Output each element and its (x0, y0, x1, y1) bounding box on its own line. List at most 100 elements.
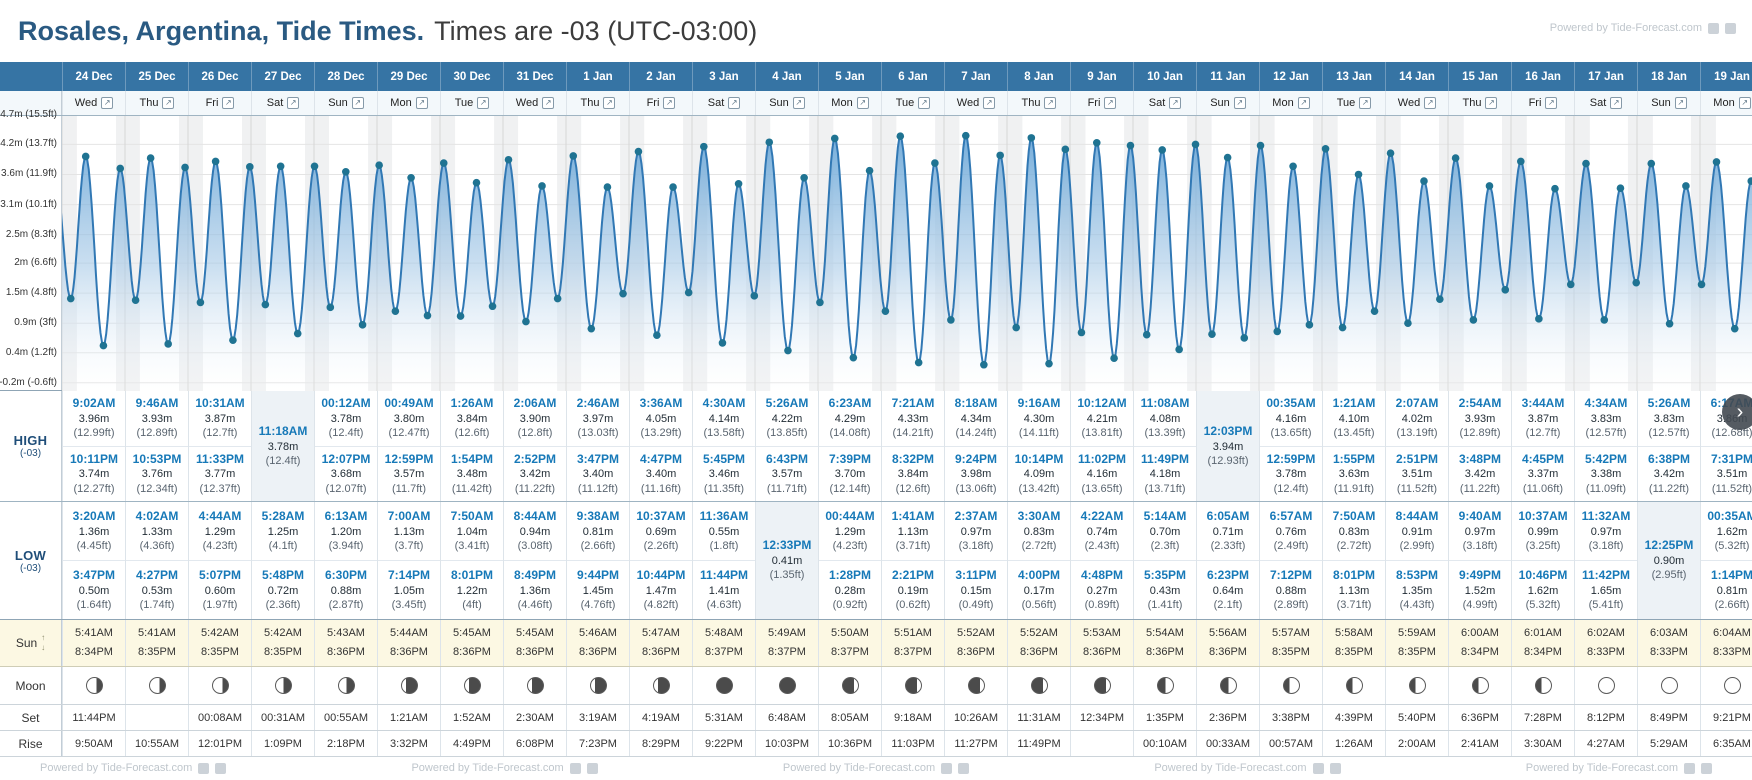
sunset-time: 8:34PM (1461, 646, 1499, 658)
tide-height-ft: (3.18ft) (1588, 539, 1624, 552)
expand-day-icon[interactable]: ↗ (542, 97, 555, 109)
date-label: 15 Jan (1462, 70, 1498, 83)
tide-time: 5:45PM (702, 451, 746, 466)
sun-times-cell: 5:45AM 8:36PM (503, 620, 566, 666)
expand-day-icon[interactable]: ↗ (792, 97, 805, 109)
sunrise-time: 5:52AM (1020, 627, 1058, 640)
tide-height-ft: (13.65ft) (1081, 482, 1123, 495)
expand-day-icon[interactable]: ↗ (663, 97, 676, 109)
moonset-time: 4:39PM (1335, 711, 1373, 724)
date-label: 7 Jan (961, 70, 991, 83)
sunrise-time: 5:53AM (1083, 627, 1121, 640)
weekday-cell: Fri ↗ (1070, 91, 1133, 115)
tide-time: 8:18AM (954, 396, 998, 411)
high-tide-cell: 4:30AM 4.14m (13.58ft) 5:45PM 3.46m (11.35ft) (692, 391, 755, 501)
moonrise-cell: 00:10AM (1133, 731, 1196, 756)
tide-time: 9:24PM (954, 451, 998, 466)
y-axis-tick-label: 1.5m (4.8ft) (5, 287, 57, 299)
expand-day-icon[interactable]: ↗ (415, 97, 428, 109)
expand-day-icon[interactable]: ↗ (287, 97, 300, 109)
expand-day-icon[interactable]: ↗ (1359, 97, 1372, 109)
y-axis: 4.7m (15.5ft) 4.2m (13.7ft) 3.6m (11.9ft) 3… (0, 109, 62, 390)
expand-day-icon[interactable]: ↗ (351, 97, 364, 109)
low-tide-entry: 4:48PM 0.27m (0.89ft) (1071, 561, 1133, 619)
expand-day-icon[interactable]: ↗ (728, 97, 741, 109)
tide-height-ft: (12.37ft) (199, 482, 241, 495)
weekday-cell: Mon ↗ (377, 91, 440, 115)
tide-height-ft: (13.71ft) (1144, 482, 1186, 495)
sunset-time: 8:33PM (1587, 646, 1625, 658)
moonrise-time: 8:29PM (642, 737, 680, 750)
tide-time: 8:53PM (1395, 567, 1439, 582)
moon-phase-icon (1093, 677, 1111, 694)
high-tide-cell: 3:44AM 3.87m (12.7ft) 4:45PM 3.37m (11.06ft) (1511, 391, 1574, 501)
expand-day-icon[interactable]: ↗ (1738, 97, 1751, 109)
tide-time: 11:49PM (1140, 451, 1190, 466)
moonrise-cell: 00:57AM (1259, 731, 1322, 756)
low-label: LOW (14, 547, 47, 563)
tide-height-ft: (12.7ft) (1525, 427, 1561, 440)
expand-day-icon[interactable]: ↗ (101, 97, 114, 109)
tide-height-ft: (12.8ft) (517, 427, 553, 440)
tide-height-ft: (13.19ft) (1396, 427, 1438, 440)
scroll-right-button[interactable]: › (1722, 394, 1752, 430)
tide-time: 4:30AM (702, 396, 746, 411)
moonset-time: 8:49PM (1650, 711, 1688, 724)
weekday-row: Wed ↗ Thu ↗ Fri ↗ Sat ↗ Sun ↗ Mon ↗ Tue ↗ Wed ↗ Thu ↗ Fri ↗… (0, 91, 1752, 116)
tide-height-ft: (2.1ft) (1213, 598, 1243, 611)
expand-day-icon[interactable]: ↗ (1674, 97, 1687, 109)
low-tide-entry: 11:44PM 1.41m (4.63ft) (693, 561, 755, 619)
expand-day-icon[interactable]: ↗ (222, 97, 235, 109)
date-label: 17 Jan (1588, 70, 1624, 83)
watermark-top: Powered by Tide-Forecast.com (1550, 22, 1736, 34)
weekday-label: Sat (707, 97, 725, 109)
tide-height-m: 4.21m (1086, 412, 1118, 425)
expand-day-icon[interactable]: ↗ (918, 97, 931, 109)
tide-height-m: 1.65m (1590, 584, 1622, 597)
expand-day-icon[interactable]: ↗ (1545, 97, 1558, 109)
tide-height-m: 1.25m (267, 525, 299, 538)
low-tide-entry: 7:50AM 0.83m (2.72ft) (1323, 502, 1385, 561)
expand-day-icon[interactable]: ↗ (1610, 97, 1623, 109)
expand-day-icon[interactable]: ↗ (477, 97, 490, 109)
expand-day-icon[interactable]: ↗ (1044, 97, 1057, 109)
tide-height-m: 0.71m (1212, 525, 1244, 538)
high-tide-entry: 7:21AM 4.33m (14.21ft) (882, 391, 944, 447)
tide-height-ft: (12.6ft) (454, 427, 490, 440)
expand-day-icon[interactable]: ↗ (1485, 97, 1498, 109)
sunrise-time: 5:42AM (264, 627, 302, 640)
moonrise-time: 12:01PM (197, 737, 243, 750)
expand-day-icon[interactable]: ↗ (1297, 97, 1310, 109)
social-icon (1700, 762, 1712, 774)
expand-day-icon[interactable]: ↗ (1169, 97, 1182, 109)
date-cell: 30 Dec (440, 62, 503, 91)
weekday-cell: Sun ↗ (755, 91, 818, 115)
tide-time: 8:44AM (513, 508, 557, 523)
expand-day-icon[interactable]: ↗ (1424, 97, 1437, 109)
weekday-cell: Thu ↗ (125, 91, 188, 115)
tide-height-m: 1.47m (645, 584, 677, 597)
tide-height-m: 3.98m (960, 468, 992, 481)
sunrise-time: 5:59AM (1398, 627, 1436, 640)
high-tide-entry: 10:11PM 3.74m (12.27ft) (63, 447, 125, 502)
sun-times-row: Sun ↑ ↓ 5:41AM 8:34PM 5:41AM 8:35PM 5:42AM 8:… (0, 620, 1752, 667)
moon-phase-icon (1030, 677, 1048, 694)
moonset-cell: 00:55AM (314, 705, 377, 730)
date-cell: 17 Jan (1574, 62, 1637, 91)
moonset-time: 2:36PM (1209, 711, 1247, 724)
moon-phase-cell (1448, 667, 1511, 704)
expand-day-icon[interactable]: ↗ (603, 97, 616, 109)
low-tide-entry: 12:25PM 0.90m (2.95ft) (1638, 502, 1700, 619)
expand-day-icon[interactable]: ↗ (1104, 97, 1117, 109)
low-tide-cell: 5:28AM 1.25m (4.1ft) 5:48PM 0.72m (2.36ft) (251, 502, 314, 619)
expand-day-icon[interactable]: ↗ (162, 97, 175, 109)
tide-height-m: 3.38m (1590, 468, 1622, 481)
moon-phase-cell (1133, 667, 1196, 704)
expand-day-icon[interactable]: ↗ (856, 97, 869, 109)
expand-day-icon[interactable]: ↗ (1233, 97, 1246, 109)
expand-day-icon[interactable]: ↗ (983, 97, 996, 109)
moonset-cell: 5:40PM (1385, 705, 1448, 730)
tide-time: 9:40AM (1458, 508, 1502, 523)
tide-height-ft: (0.92ft) (832, 598, 868, 611)
low-tide-entry: 7:00AM 1.13m (3.7ft) (378, 502, 440, 561)
